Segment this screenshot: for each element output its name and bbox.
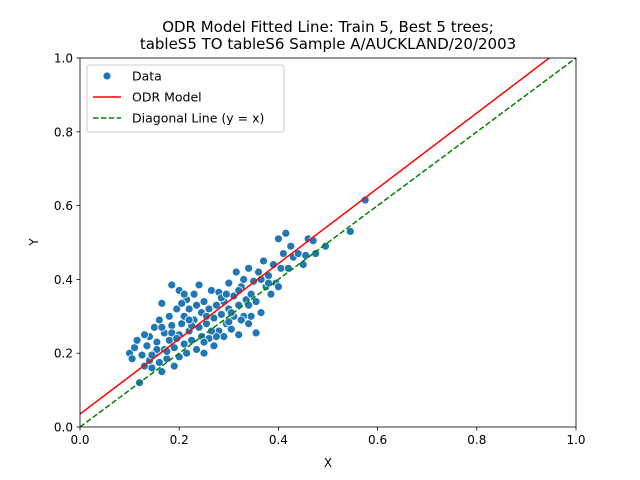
data-point — [190, 290, 198, 298]
data-point — [252, 329, 260, 337]
data-point — [170, 362, 178, 370]
data-point — [178, 299, 186, 307]
y-tick-label: 0.4 — [54, 273, 73, 287]
data-point — [140, 331, 148, 339]
data-point — [225, 279, 233, 287]
data-point — [245, 264, 253, 272]
data-point — [193, 301, 201, 309]
data-point — [180, 340, 188, 348]
data-point — [153, 338, 161, 346]
data-point — [237, 316, 245, 324]
data-point — [235, 331, 243, 339]
data-point — [222, 290, 230, 298]
data-point — [185, 305, 193, 313]
data-point — [195, 281, 203, 289]
data-point — [180, 290, 188, 298]
legend-marker-data — [103, 72, 111, 80]
legend-label: ODR Model — [132, 90, 202, 105]
y-tick-label: 1.0 — [54, 52, 73, 66]
data-point — [274, 283, 282, 291]
data-point — [200, 338, 208, 346]
data-point — [217, 310, 225, 318]
chart-title-line-2: tableS5 TO tableS6 Sample A/AUCKLAND/20/… — [140, 35, 516, 53]
y-axis-label: Y — [27, 238, 41, 247]
data-point — [274, 235, 282, 243]
data-point — [165, 312, 173, 320]
data-point — [165, 336, 173, 344]
x-tick-label: 0.6 — [368, 433, 387, 447]
data-point — [257, 309, 265, 317]
data-point — [207, 286, 215, 294]
data-point — [168, 281, 176, 289]
x-tick-label: 1.0 — [566, 433, 585, 447]
data-point — [155, 316, 163, 324]
data-point — [277, 264, 285, 272]
data-point — [148, 364, 156, 372]
data-point — [205, 305, 213, 313]
x-axis-label: X — [324, 456, 332, 470]
legend-label: Diagonal Line (y = x) — [132, 111, 264, 126]
data-point — [128, 355, 136, 363]
data-point — [225, 318, 233, 326]
data-point — [168, 322, 176, 330]
data-point — [240, 275, 248, 283]
data-point — [163, 355, 171, 363]
chart-title-line-1: ODR Model Fitted Line: Train 5, Best 5 t… — [162, 18, 494, 36]
data-point — [312, 250, 320, 258]
data-point — [138, 351, 146, 359]
data-point — [150, 323, 158, 331]
data-point — [220, 333, 228, 341]
y-tick-label: 0.2 — [54, 347, 73, 361]
data-point — [279, 250, 287, 258]
data-point — [255, 268, 263, 276]
y-tick-label: 0.0 — [54, 421, 73, 435]
data-point — [200, 298, 208, 306]
y-tick-label: 0.8 — [54, 125, 73, 139]
data-point — [267, 290, 275, 298]
data-point — [264, 279, 272, 287]
legend-label: Data — [132, 69, 162, 84]
y-tick-label: 0.6 — [54, 199, 73, 213]
data-point — [260, 257, 268, 265]
data-point — [193, 346, 201, 354]
data-point — [227, 325, 235, 333]
data-point — [143, 342, 151, 350]
data-point — [158, 299, 166, 307]
x-tick-label: 0.0 — [70, 433, 89, 447]
data-point — [210, 342, 218, 350]
data-point — [282, 229, 290, 237]
x-tick-label: 0.8 — [467, 433, 486, 447]
x-tick-label: 0.2 — [170, 433, 189, 447]
data-point — [232, 268, 240, 276]
data-point — [178, 320, 186, 328]
data-point — [245, 320, 253, 328]
data-point — [185, 316, 193, 324]
data-point — [133, 336, 141, 344]
data-point — [287, 242, 295, 250]
data-point — [247, 312, 255, 320]
data-point — [284, 264, 292, 272]
data-point — [131, 344, 139, 352]
x-tick-label: 0.4 — [269, 433, 288, 447]
legend: Data ODR Model Diagonal Line (y = x) — [87, 65, 284, 132]
data-point — [158, 323, 166, 331]
data-point — [200, 349, 208, 357]
